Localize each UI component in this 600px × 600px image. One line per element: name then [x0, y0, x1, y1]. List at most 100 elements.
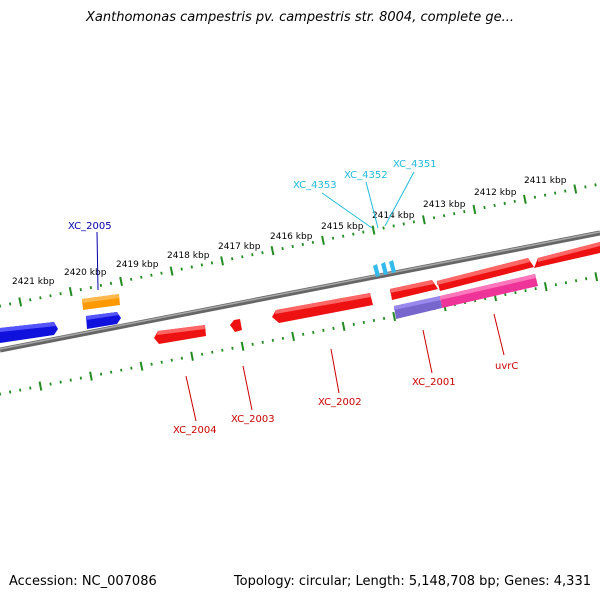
label-connectors [96, 171, 505, 422]
minor-tick [140, 275, 143, 279]
minor-tick [311, 240, 315, 244]
minor-tick [251, 253, 254, 257]
minor-tick [79, 376, 82, 380]
minor-tick [372, 318, 376, 322]
gene-label[interactable]: XC_2002 [318, 397, 362, 408]
major-tick [38, 381, 43, 391]
major-tick [291, 331, 295, 341]
minor-tick [160, 360, 163, 364]
minor-tick [312, 330, 315, 334]
minor-tick [533, 195, 537, 199]
minor-tick [201, 352, 204, 356]
minor-tick [584, 185, 587, 189]
minor-tick [362, 320, 365, 324]
gene-xc-2003[interactable] [230, 319, 242, 332]
major-tick [321, 235, 325, 245]
minor-tick [29, 298, 32, 302]
ruler-label: 2420 kbp [64, 268, 107, 278]
minor-tick [432, 216, 436, 220]
minor-tick [291, 244, 294, 249]
minor-tick [362, 230, 365, 234]
major-tick [573, 184, 578, 194]
major-tick [523, 194, 527, 204]
minor-tick [99, 372, 103, 376]
gene-xc-4352[interactable] [381, 262, 388, 275]
genome-backbone [0, 230, 600, 353]
major-tick [543, 282, 548, 292]
minor-tick [412, 220, 415, 224]
minor-tick [342, 234, 345, 238]
minor-tick [221, 348, 224, 352]
gene-label[interactable]: XC_4352 [344, 170, 388, 181]
major-tick [139, 361, 144, 371]
minor-tick [301, 242, 304, 246]
major-tick [472, 204, 477, 215]
ruler-label: 2418 kbp [167, 251, 210, 261]
gene-label[interactable]: XC_4351 [393, 159, 437, 170]
gene-label[interactable]: XC_4353 [293, 180, 337, 191]
major-tick [270, 245, 275, 256]
gene-label[interactable]: XC_2004 [173, 425, 217, 436]
minor-tick [241, 255, 244, 259]
minor-tick [302, 332, 305, 336]
minor-tick [483, 205, 486, 210]
minor-tick [120, 368, 123, 372]
gene-xc-4351[interactable] [389, 260, 396, 273]
minor-tick [49, 382, 52, 386]
minor-tick [331, 236, 335, 240]
major-tick [371, 225, 376, 235]
minor-tick [392, 224, 395, 228]
minor-tick [170, 358, 173, 362]
gene-label[interactable]: XC_2003 [231, 414, 275, 425]
minor-tick [109, 281, 113, 285]
minor-tick [130, 277, 133, 281]
minor-tick [251, 342, 254, 346]
ruler-label: 2415 kbp [321, 222, 364, 232]
minor-tick [574, 279, 578, 283]
major-tick [119, 276, 123, 287]
minor-tick [453, 212, 456, 216]
ruler-label: 2412 kbp [474, 188, 517, 198]
major-tick [240, 341, 245, 351]
minor-tick [543, 193, 547, 197]
major-tick [220, 256, 224, 266]
minor-tick [19, 388, 22, 392]
minor-tick [534, 287, 537, 291]
minor-tick [585, 277, 588, 281]
minor-tick [180, 356, 184, 360]
gene-label[interactable]: XC_2001 [412, 377, 456, 388]
minor-tick [442, 214, 446, 218]
minor-tick [59, 380, 62, 384]
minor-tick [402, 222, 405, 226]
minor-tick [29, 386, 32, 390]
minor-tick [150, 362, 153, 366]
gene-label[interactable]: uvrC [495, 361, 518, 372]
minor-tick [514, 291, 517, 295]
minor-tick [49, 294, 52, 298]
minor-tick [463, 210, 466, 214]
minor-tick [200, 263, 203, 267]
minor-tick [332, 326, 335, 330]
major-tick [422, 215, 426, 225]
minor-tick [281, 247, 284, 251]
minor-tick [594, 183, 597, 187]
minor-tick [322, 328, 325, 332]
major-tick [18, 297, 23, 307]
major-tick [68, 286, 73, 297]
major-tick [341, 321, 346, 332]
gene-xc-4353[interactable] [373, 264, 380, 277]
minor-tick [513, 199, 516, 203]
minor-tick [554, 283, 557, 287]
minor-tick [8, 390, 12, 394]
ruler-label: 2414 kbp [372, 211, 415, 221]
gene-label[interactable]: XC_2005 [68, 221, 112, 232]
minor-tick [210, 261, 214, 265]
major-tick [392, 311, 396, 322]
minor-tick [130, 366, 133, 370]
minor-tick [39, 296, 42, 300]
minor-tick [190, 265, 193, 269]
minor-tick [382, 316, 386, 320]
minor-tick [231, 257, 234, 261]
minor-tick [211, 350, 214, 354]
